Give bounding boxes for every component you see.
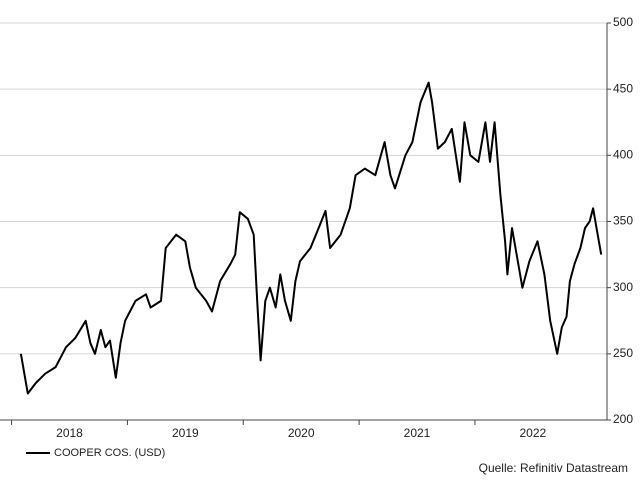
y-tick-label: 250 (613, 346, 633, 360)
x-tick-label: 2018 (56, 426, 83, 440)
x-tick-label: 2020 (288, 426, 315, 440)
legend-label: COOPER COS. (USD) (54, 447, 165, 459)
y-tick-label: 200 (613, 412, 633, 426)
price-line (19, 81, 603, 395)
y-tick-label: 300 (613, 280, 633, 294)
y-tick-label: 500 (613, 15, 633, 29)
x-tick-label: 2021 (404, 426, 431, 440)
y-tick-label: 450 (613, 81, 633, 95)
x-tick-label: 2022 (520, 426, 547, 440)
y-tick-label: 400 (613, 148, 633, 162)
source-note: Quelle: Refinitiv Datastream (479, 461, 628, 475)
x-tick-label: 2019 (172, 426, 199, 440)
y-tick-label: 350 (613, 214, 633, 228)
